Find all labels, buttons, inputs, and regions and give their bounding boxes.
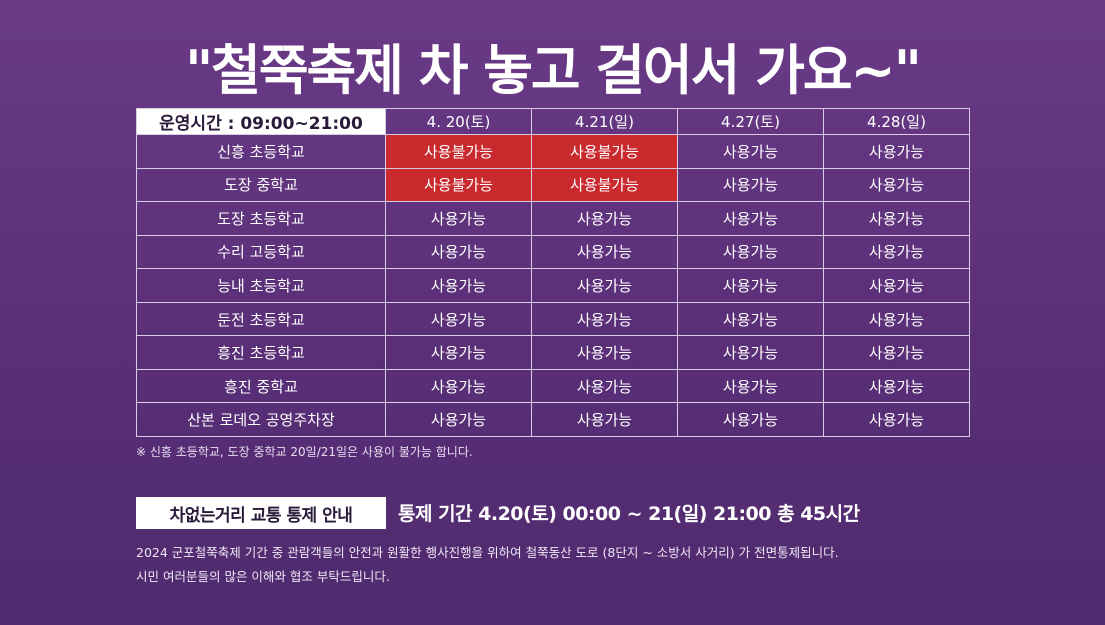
availability-cell: 사용가능: [677, 368, 824, 404]
place-name: 흥진 중학교: [136, 368, 386, 404]
place-name: 산본 로데오 공영주차장: [136, 402, 386, 437]
place-name: 둔전 초등학교: [136, 301, 386, 337]
date-header: 4.28(일): [823, 108, 970, 135]
availability-cell: 사용가능: [823, 268, 970, 303]
availability-cell: 사용불가능: [385, 134, 532, 169]
table-row: 신흥 초등학교 사용불가능 사용불가능 사용가능 사용가능: [136, 134, 970, 169]
availability-cell: 사용불가능: [531, 134, 678, 169]
availability-cell: 사용가능: [677, 167, 824, 203]
place-name: 도장 초등학교: [136, 201, 386, 236]
table-row: 둔전 초등학교 사용가능 사용가능 사용가능 사용가능: [136, 301, 970, 337]
availability-cell: 사용불가능: [385, 167, 532, 203]
traffic-control-badge: 차없는거리 교통 통제 안내: [136, 497, 386, 529]
traffic-control-period: 통제 기간 4.20(토) 00:00 ~ 21(일) 21:00 총 45시간: [398, 503, 860, 525]
availability-cell: 사용가능: [823, 201, 970, 236]
availability-cell: 사용가능: [677, 234, 824, 270]
date-header: 4.27(토): [677, 108, 824, 135]
availability-cell: 사용가능: [677, 134, 824, 169]
date-header: 4. 20(토): [385, 108, 532, 135]
place-name: 도장 중학교: [136, 167, 386, 203]
availability-cell: 사용가능: [385, 301, 532, 337]
availability-cell: 사용가능: [385, 402, 532, 437]
availability-cell: 사용가능: [677, 301, 824, 337]
table-row: 도장 중학교 사용불가능 사용불가능 사용가능 사용가능: [136, 167, 970, 203]
schedule-note: ※ 신흥 초등학교, 도장 중학교 20일/21일은 사용이 불가능 합니다.: [136, 445, 473, 459]
availability-cell: 사용가능: [385, 368, 532, 404]
place-name: 수리 고등학교: [136, 234, 386, 270]
availability-cell: 사용가능: [677, 335, 824, 370]
availability-cell: 사용가능: [531, 301, 678, 337]
availability-cell: 사용가능: [677, 201, 824, 236]
availability-cell: 사용가능: [385, 234, 532, 270]
availability-cell: 사용가능: [823, 234, 970, 270]
availability-cell: 사용가능: [531, 368, 678, 404]
operating-hours-label: 운영시간 : 09:00~21:00: [136, 108, 386, 135]
table-header-row: 운영시간 : 09:00~21:00 4. 20(토) 4.21(일) 4.27…: [136, 108, 970, 135]
table-row: 능내 초등학교 사용가능 사용가능 사용가능 사용가능: [136, 268, 970, 303]
availability-cell: 사용가능: [385, 268, 532, 303]
availability-cell: 사용가능: [823, 301, 970, 337]
table-row: 도장 초등학교 사용가능 사용가능 사용가능 사용가능: [136, 201, 970, 236]
availability-cell: 사용가능: [677, 402, 824, 437]
availability-cell: 사용가능: [385, 201, 532, 236]
table-row: 흥진 중학교 사용가능 사용가능 사용가능 사용가능: [136, 368, 970, 404]
availability-cell: 사용가능: [531, 335, 678, 370]
availability-cell: 사용가능: [823, 402, 970, 437]
traffic-description-line: 2024 군포철쭉축제 기간 중 관람객들의 안전과 원활한 행사진행을 위하여…: [136, 545, 839, 560]
availability-cell: 사용불가능: [531, 167, 678, 203]
table-row: 산본 로데오 공영주차장 사용가능 사용가능 사용가능 사용가능: [136, 402, 970, 437]
availability-cell: 사용가능: [677, 268, 824, 303]
place-name: 신흥 초등학교: [136, 134, 386, 169]
place-name: 흥진 초등학교: [136, 335, 386, 370]
availability-cell: 사용가능: [823, 167, 970, 203]
availability-cell: 사용가능: [531, 402, 678, 437]
traffic-description: 2024 군포철쭉축제 기간 중 관람객들의 안전과 원활한 행사진행을 위하여…: [136, 541, 1086, 589]
availability-cell: 사용가능: [531, 268, 678, 303]
table-row: 수리 고등학교 사용가능 사용가능 사용가능 사용가능: [136, 234, 970, 270]
place-name: 능내 초등학교: [136, 268, 386, 303]
traffic-description-line: 시민 여러분들의 많은 이해와 협조 부탁드립니다.: [136, 569, 390, 584]
availability-cell: 사용가능: [531, 201, 678, 236]
availability-cell: 사용가능: [823, 134, 970, 169]
table-row: 흥진 초등학교 사용가능 사용가능 사용가능 사용가능: [136, 335, 970, 370]
availability-cell: 사용가능: [385, 335, 532, 370]
availability-cell: 사용가능: [823, 335, 970, 370]
availability-cell: 사용가능: [823, 368, 970, 404]
date-header: 4.21(일): [531, 108, 678, 135]
page-title: "철쭉축제 차 놓고 걸어서 가요~": [185, 39, 922, 102]
availability-cell: 사용가능: [531, 234, 678, 270]
parking-schedule-table: 운영시간 : 09:00~21:00 4. 20(토) 4.21(일) 4.27…: [136, 108, 970, 437]
